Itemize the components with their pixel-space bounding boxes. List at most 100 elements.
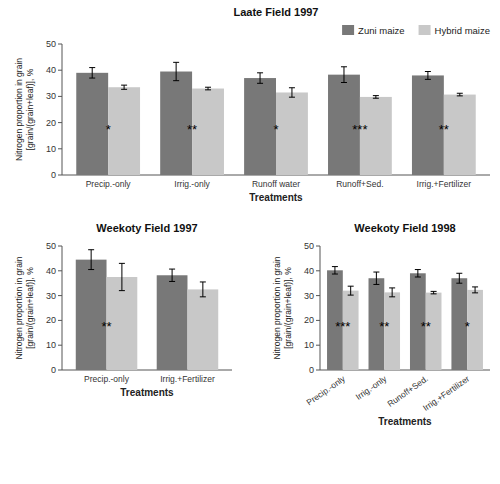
y-axis-line bbox=[62, 44, 63, 175]
y-tick bbox=[316, 370, 320, 371]
y-tick-label: 0 bbox=[309, 365, 314, 375]
y-axis-label: Nitrogen proportion in grain[grain/(grai… bbox=[14, 256, 35, 359]
y-tick-label: 30 bbox=[304, 291, 314, 301]
error-bar bbox=[373, 96, 379, 99]
plot-marks bbox=[76, 62, 475, 175]
x-tick-label: Runoff water bbox=[252, 179, 300, 189]
error-bar bbox=[173, 62, 179, 80]
y-tick bbox=[58, 175, 62, 176]
y-tick-label: 20 bbox=[304, 315, 314, 325]
y-tick bbox=[58, 70, 62, 71]
x-tick-label: Precip.-only bbox=[84, 374, 130, 384]
y-axis-line bbox=[320, 246, 321, 370]
error-bar bbox=[89, 68, 95, 78]
bar bbox=[157, 275, 188, 370]
error-bar bbox=[472, 287, 478, 293]
y-axis-label-line: [grain/(grain+leaf)], % bbox=[25, 68, 35, 150]
y-tick-label: 50 bbox=[304, 241, 314, 251]
x-tick-label: Irrig.+Fertilizer bbox=[417, 179, 472, 189]
y-tick-label: 10 bbox=[46, 340, 56, 350]
y-tick bbox=[58, 270, 62, 271]
error-bar bbox=[200, 282, 206, 297]
y-tick-label: 30 bbox=[46, 91, 56, 101]
significance-label: ** bbox=[439, 122, 449, 137]
y-tick-label: 10 bbox=[304, 340, 314, 350]
plot-marks bbox=[76, 250, 218, 370]
y-tick bbox=[58, 246, 62, 247]
y-tick-label: 20 bbox=[46, 315, 56, 325]
y-tick bbox=[58, 44, 62, 45]
x-tick-label: Irrig.-only bbox=[174, 179, 210, 189]
legend-swatch bbox=[419, 25, 431, 35]
chart-title: Weekoty Field 1998 bbox=[354, 222, 455, 234]
error-bar bbox=[415, 270, 421, 277]
bar bbox=[244, 78, 276, 175]
y-tick bbox=[316, 295, 320, 296]
y-tick bbox=[58, 345, 62, 346]
y-axis-label: Nitrogen proportion in grain[grain/(grai… bbox=[14, 58, 35, 161]
chart-title: Weekoty Field 1997 bbox=[96, 222, 197, 234]
y-axis-label-line: [grain/(grain+leaf)], % bbox=[25, 267, 35, 349]
bar bbox=[276, 92, 308, 175]
x-axis-label: Treatments bbox=[378, 416, 432, 427]
error-bar bbox=[431, 291, 437, 293]
y-tick-label: 40 bbox=[46, 266, 56, 276]
y-tick-label: 40 bbox=[46, 65, 56, 75]
bar bbox=[187, 289, 218, 370]
y-tick bbox=[316, 345, 320, 346]
chart-canvas: 01020304050Precip.-onlyIrrig.-onlyRunoff… bbox=[0, 0, 500, 484]
y-axis-label-line: Nitrogen proportion in grain bbox=[272, 256, 282, 359]
error-bar bbox=[348, 286, 354, 295]
error-bar bbox=[88, 250, 94, 270]
significance-label: *** bbox=[352, 122, 367, 137]
y-tick-label: 40 bbox=[304, 266, 314, 276]
x-tick-label: Runoff+Sed. bbox=[336, 179, 383, 189]
error-bar bbox=[121, 85, 127, 89]
error-bar bbox=[389, 288, 395, 297]
significance-label: * bbox=[465, 319, 470, 334]
y-tick bbox=[316, 320, 320, 321]
x-tick-label: Irrig.+Fertilizer bbox=[160, 374, 215, 384]
y-tick bbox=[58, 295, 62, 296]
legend: Zuni maizeHybrid maize bbox=[342, 25, 490, 36]
y-axis-label-line: [grain/(grain+leaf)], % bbox=[283, 267, 293, 349]
panel: 01020304050Precip.-onlyIrrig.-onlyRunoff… bbox=[272, 222, 490, 427]
error-bar bbox=[169, 269, 175, 281]
error-bar bbox=[373, 272, 379, 284]
y-tick bbox=[58, 320, 62, 321]
y-tick-label: 50 bbox=[46, 39, 56, 49]
error-bar bbox=[425, 72, 431, 80]
legend-label: Hybrid maize bbox=[435, 25, 490, 36]
significance-label: ** bbox=[379, 319, 389, 334]
error-bar bbox=[119, 263, 125, 290]
y-axis-line bbox=[62, 246, 63, 370]
significance-label: *** bbox=[335, 319, 350, 334]
legend-swatch bbox=[342, 25, 354, 35]
y-tick-label: 30 bbox=[46, 291, 56, 301]
y-tick bbox=[58, 370, 62, 371]
panel: 01020304050Precip.-onlyIrrig.+Fertilizer… bbox=[14, 222, 232, 398]
error-bar bbox=[205, 87, 211, 90]
x-tick-label: Irrig.-only bbox=[354, 373, 389, 402]
plot-marks bbox=[327, 267, 483, 370]
y-tick bbox=[58, 122, 62, 123]
y-tick-label: 0 bbox=[51, 170, 56, 180]
bar bbox=[108, 87, 140, 175]
x-tick-label: Precip.-only bbox=[304, 373, 347, 407]
error-bar bbox=[341, 67, 347, 83]
significance-label: ** bbox=[187, 122, 197, 137]
y-tick bbox=[58, 96, 62, 97]
bar bbox=[76, 73, 108, 175]
significance-label: * bbox=[106, 122, 111, 137]
y-tick bbox=[58, 148, 62, 149]
x-tick-label: Precip.-only bbox=[86, 179, 132, 189]
y-axis-label: Nitrogen proportion in grain[grain/(grai… bbox=[272, 256, 293, 359]
y-tick bbox=[316, 246, 320, 247]
significance-label: ** bbox=[421, 319, 431, 334]
error-bar bbox=[456, 273, 462, 283]
error-bar bbox=[457, 93, 463, 96]
error-bar bbox=[289, 88, 295, 97]
y-tick bbox=[316, 270, 320, 271]
y-tick-label: 0 bbox=[51, 365, 56, 375]
y-axis-label-line: Nitrogen proportion in grain bbox=[14, 58, 24, 161]
